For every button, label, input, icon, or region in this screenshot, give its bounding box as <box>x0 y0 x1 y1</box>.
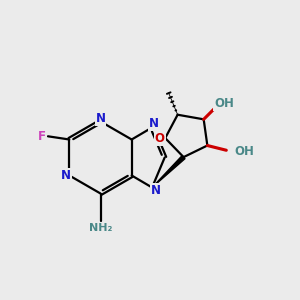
Text: F: F <box>38 130 46 143</box>
Polygon shape <box>152 156 185 188</box>
Text: OH: OH <box>235 145 254 158</box>
Text: N: N <box>148 117 159 130</box>
Text: O: O <box>155 132 165 145</box>
Text: NH₂: NH₂ <box>89 223 112 233</box>
Text: N: N <box>61 169 71 182</box>
Text: OH: OH <box>214 97 234 110</box>
Text: N: N <box>151 184 161 197</box>
Text: N: N <box>95 112 106 125</box>
